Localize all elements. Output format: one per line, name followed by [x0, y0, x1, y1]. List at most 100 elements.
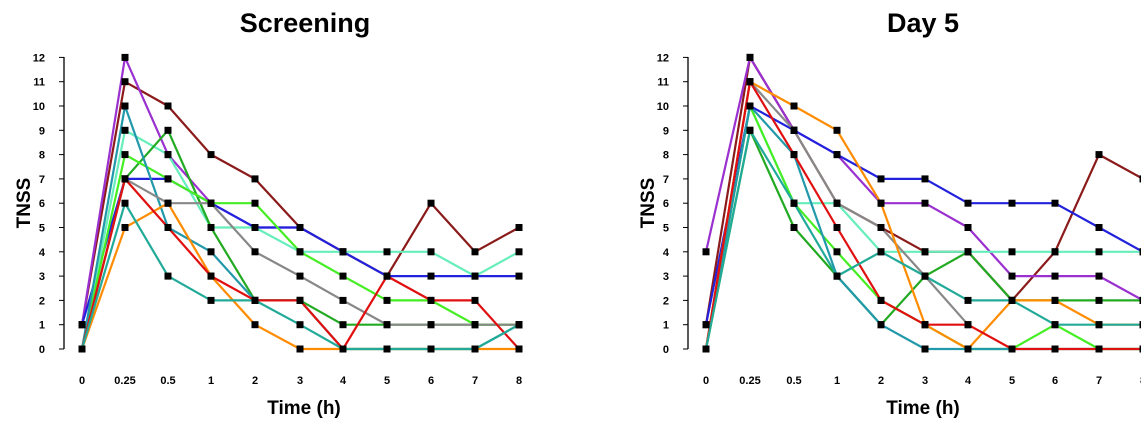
x-tick-label: 1	[834, 375, 840, 387]
data-point	[878, 297, 885, 304]
data-point	[165, 224, 172, 231]
data-point	[208, 151, 215, 158]
data-point	[122, 127, 129, 134]
data-point	[834, 200, 841, 207]
y-tick-label: 12	[33, 52, 45, 64]
x-tick-label: 1	[208, 375, 214, 387]
data-point	[297, 346, 304, 353]
x-tick-label: 8	[516, 375, 522, 387]
data-point	[297, 321, 304, 328]
data-point	[122, 151, 129, 158]
data-point	[516, 321, 523, 328]
data-point	[878, 200, 885, 207]
series-line	[706, 130, 1141, 349]
y-tick-label: 0	[663, 344, 669, 356]
data-point	[297, 248, 304, 255]
x-tick-label: 6	[1052, 375, 1058, 387]
data-point	[1052, 321, 1059, 328]
y-tick-label: 4	[39, 247, 46, 259]
data-point	[384, 273, 391, 280]
y-tick-label: 8	[663, 150, 669, 162]
data-point	[428, 346, 435, 353]
data-point	[1096, 321, 1103, 328]
data-point	[1009, 346, 1016, 353]
y-tick-label: 10	[33, 101, 45, 113]
data-point	[834, 273, 841, 280]
x-tick-label: 2	[252, 375, 258, 387]
data-point	[922, 346, 929, 353]
data-point	[1052, 346, 1059, 353]
data-point	[834, 151, 841, 158]
data-point	[965, 200, 972, 207]
data-point	[791, 200, 798, 207]
data-point	[384, 248, 391, 255]
x-tick-label: 3	[922, 375, 928, 387]
data-point	[340, 346, 347, 353]
data-point	[297, 297, 304, 304]
marker-group	[703, 54, 1141, 353]
x-axis-label: Time (h)	[886, 398, 960, 419]
data-point	[428, 273, 435, 280]
data-point	[747, 78, 754, 85]
data-point	[878, 248, 885, 255]
x-tick-label: 4	[340, 375, 347, 387]
data-point	[922, 321, 929, 328]
data-point	[878, 224, 885, 231]
data-point	[384, 297, 391, 304]
x-tick-label: 2	[878, 375, 884, 387]
data-point	[252, 248, 259, 255]
y-tick-label: 6	[39, 198, 45, 210]
data-point	[340, 297, 347, 304]
x-tick-label: 7	[1096, 375, 1102, 387]
data-point	[516, 273, 523, 280]
data-point	[428, 321, 435, 328]
data-point	[965, 321, 972, 328]
y-tick-label: 3	[39, 271, 45, 283]
data-point	[834, 248, 841, 255]
series-line	[706, 57, 1141, 324]
data-point	[428, 248, 435, 255]
y-axis-label: TNSS	[638, 178, 659, 229]
series-line	[706, 106, 1141, 325]
y-tick-label: 9	[39, 125, 45, 137]
data-point	[252, 297, 259, 304]
data-point	[165, 175, 172, 182]
data-point	[252, 175, 259, 182]
y-tick-label: 7	[39, 174, 45, 186]
series-line	[706, 82, 968, 349]
data-point	[703, 346, 710, 353]
x-tick-label: 0	[79, 375, 85, 387]
data-point	[747, 127, 754, 134]
data-point	[965, 346, 972, 353]
data-point	[79, 346, 86, 353]
data-point	[922, 200, 929, 207]
data-point	[1096, 248, 1103, 255]
y-tick-label: 0	[39, 344, 45, 356]
y-tick-label: 4	[663, 247, 670, 259]
data-point	[208, 224, 215, 231]
data-point	[384, 321, 391, 328]
x-tick-label: 6	[428, 375, 434, 387]
data-point	[340, 321, 347, 328]
data-point	[1052, 248, 1059, 255]
y-tick-label: 10	[657, 101, 669, 113]
data-point	[965, 297, 972, 304]
data-point	[878, 321, 885, 328]
x-tick-label: 5	[1009, 375, 1015, 387]
data-point	[122, 224, 129, 231]
data-point	[791, 151, 798, 158]
data-point	[516, 224, 523, 231]
x-tick-label: 0	[703, 375, 709, 387]
y-tick-label: 12	[657, 52, 669, 64]
data-point	[1009, 200, 1016, 207]
data-point	[297, 224, 304, 231]
x-tick-label: 4	[965, 375, 972, 387]
y-tick-label: 6	[663, 198, 669, 210]
data-point	[965, 224, 972, 231]
data-point	[165, 151, 172, 158]
data-point	[122, 103, 129, 110]
series-line	[706, 130, 1141, 349]
data-point	[703, 321, 710, 328]
